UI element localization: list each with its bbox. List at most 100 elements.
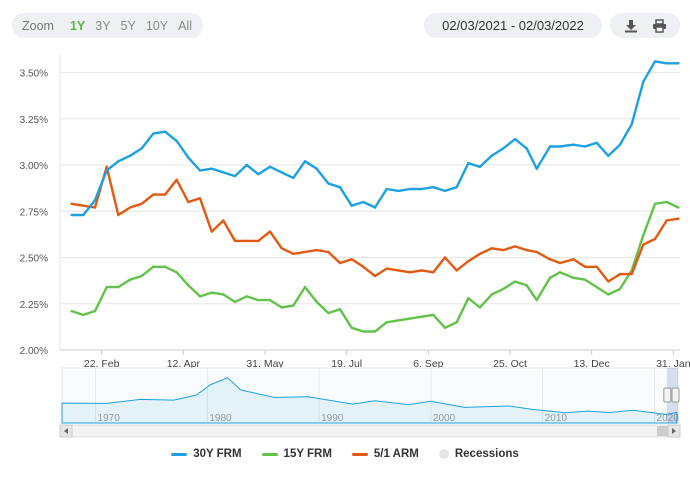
data-point-15y-frm[interactable] [443, 326, 447, 329]
data-point-30y-frm[interactable] [653, 60, 657, 63]
data-point-5-1-arm[interactable] [327, 250, 330, 254]
data-point-5-1-arm[interactable] [420, 269, 423, 272]
data-point-30y-frm[interactable] [128, 154, 132, 157]
data-point-30y-frm[interactable] [222, 171, 225, 174]
range-all-button[interactable]: All [178, 18, 192, 33]
data-point-15y-frm[interactable] [677, 206, 680, 209]
data-point-5-1-arm[interactable] [618, 272, 622, 276]
data-point-15y-frm[interactable] [558, 271, 562, 274]
data-point-5-1-arm[interactable] [373, 274, 377, 278]
data-point-30y-frm[interactable] [350, 204, 353, 207]
data-point-30y-frm[interactable] [558, 145, 562, 148]
data-point-5-1-arm[interactable] [268, 230, 272, 233]
data-point-30y-frm[interactable] [198, 169, 202, 172]
data-point-30y-frm[interactable] [257, 173, 260, 176]
data-point-5-1-arm[interactable] [467, 260, 470, 263]
data-point-30y-frm[interactable] [630, 123, 633, 126]
data-point-5-1-arm[interactable] [257, 239, 260, 243]
data-point-15y-frm[interactable] [572, 276, 575, 280]
data-point-15y-frm[interactable] [338, 308, 342, 311]
data-point-5-1-arm[interactable] [175, 178, 178, 181]
data-point-30y-frm[interactable] [82, 213, 85, 217]
data-point-15y-frm[interactable] [163, 265, 167, 268]
data-point-5-1-arm[interactable] [338, 261, 342, 265]
data-point-30y-frm[interactable] [175, 139, 178, 143]
data-point-5-1-arm[interactable] [443, 256, 447, 259]
data-point-15y-frm[interactable] [222, 293, 225, 296]
data-point-15y-frm[interactable] [105, 285, 108, 289]
data-point-15y-frm[interactable] [618, 287, 622, 291]
data-point-5-1-arm[interactable] [292, 252, 295, 255]
data-point-30y-frm[interactable] [618, 143, 622, 146]
data-point-5-1-arm[interactable] [502, 248, 505, 252]
data-point-15y-frm[interactable] [210, 291, 213, 294]
data-point-5-1-arm[interactable] [665, 219, 668, 222]
data-point-5-1-arm[interactable] [362, 265, 365, 268]
data-point-15y-frm[interactable] [665, 200, 668, 204]
data-point-5-1-arm[interactable] [525, 248, 528, 252]
data-point-30y-frm[interactable] [292, 176, 295, 180]
data-point-15y-frm[interactable] [607, 293, 610, 296]
data-point-15y-frm[interactable] [420, 315, 423, 318]
data-point-15y-frm[interactable] [362, 330, 365, 333]
data-point-30y-frm[interactable] [432, 186, 435, 189]
download-icon[interactable] [624, 19, 638, 33]
data-point-15y-frm[interactable] [455, 321, 458, 324]
data-point-30y-frm[interactable] [268, 165, 272, 169]
data-point-5-1-arm[interactable] [198, 197, 202, 200]
data-point-30y-frm[interactable] [105, 169, 108, 172]
data-point-5-1-arm[interactable] [105, 165, 108, 169]
data-point-5-1-arm[interactable] [163, 193, 167, 196]
data-point-15y-frm[interactable] [525, 284, 528, 287]
legend-item-recessions[interactable]: Recessions [438, 448, 519, 460]
data-point-5-1-arm[interactable] [397, 269, 400, 272]
data-point-5-1-arm[interactable] [187, 200, 190, 204]
data-point-15y-frm[interactable] [315, 300, 318, 304]
data-point-30y-frm[interactable] [572, 143, 575, 146]
data-point-5-1-arm[interactable] [93, 206, 97, 209]
data-point-30y-frm[interactable] [490, 154, 493, 157]
data-point-30y-frm[interactable] [607, 154, 610, 157]
data-point-30y-frm[interactable] [70, 213, 73, 217]
data-point-30y-frm[interactable] [210, 167, 213, 170]
data-point-5-1-arm[interactable] [595, 265, 598, 268]
data-point-15y-frm[interactable] [280, 306, 283, 309]
data-point-15y-frm[interactable] [408, 317, 412, 320]
data-point-30y-frm[interactable] [595, 141, 598, 144]
data-point-5-1-arm[interactable] [432, 271, 435, 274]
data-point-5-1-arm[interactable] [233, 239, 237, 243]
data-point-5-1-arm[interactable] [513, 245, 517, 248]
data-point-30y-frm[interactable] [385, 187, 388, 191]
data-point-5-1-arm[interactable] [128, 206, 132, 209]
data-point-5-1-arm[interactable] [653, 237, 657, 241]
data-point-5-1-arm[interactable] [385, 267, 388, 270]
range-3y-button[interactable]: 3Y [95, 18, 111, 33]
data-point-30y-frm[interactable] [535, 167, 538, 170]
navigator-handle-right[interactable] [671, 387, 680, 403]
data-point-5-1-arm[interactable] [210, 230, 213, 233]
data-point-30y-frm[interactable] [327, 182, 330, 185]
data-point-15y-frm[interactable] [175, 271, 178, 274]
data-point-15y-frm[interactable] [268, 298, 272, 302]
data-point-15y-frm[interactable] [70, 309, 73, 313]
data-point-15y-frm[interactable] [397, 319, 400, 322]
data-point-30y-frm[interactable] [548, 145, 552, 148]
data-point-30y-frm[interactable] [525, 147, 528, 150]
data-point-15y-frm[interactable] [245, 295, 248, 298]
range-1y-button[interactable]: 1Y [69, 18, 86, 33]
data-point-5-1-arm[interactable] [630, 272, 633, 276]
data-point-15y-frm[interactable] [292, 304, 295, 307]
data-point-15y-frm[interactable] [373, 330, 377, 333]
data-point-5-1-arm[interactable] [222, 219, 225, 222]
data-point-30y-frm[interactable] [245, 163, 248, 167]
data-point-30y-frm[interactable] [478, 165, 482, 169]
data-point-5-1-arm[interactable] [245, 239, 248, 243]
data-point-5-1-arm[interactable] [70, 202, 73, 206]
data-point-15y-frm[interactable] [548, 276, 552, 280]
legend-item-30y-frm[interactable]: 30Y FRM [171, 448, 242, 460]
data-point-30y-frm[interactable] [93, 198, 97, 202]
data-point-30y-frm[interactable] [397, 189, 400, 193]
data-point-5-1-arm[interactable] [315, 248, 318, 252]
data-point-15y-frm[interactable] [467, 297, 470, 300]
data-point-5-1-arm[interactable] [490, 247, 493, 250]
